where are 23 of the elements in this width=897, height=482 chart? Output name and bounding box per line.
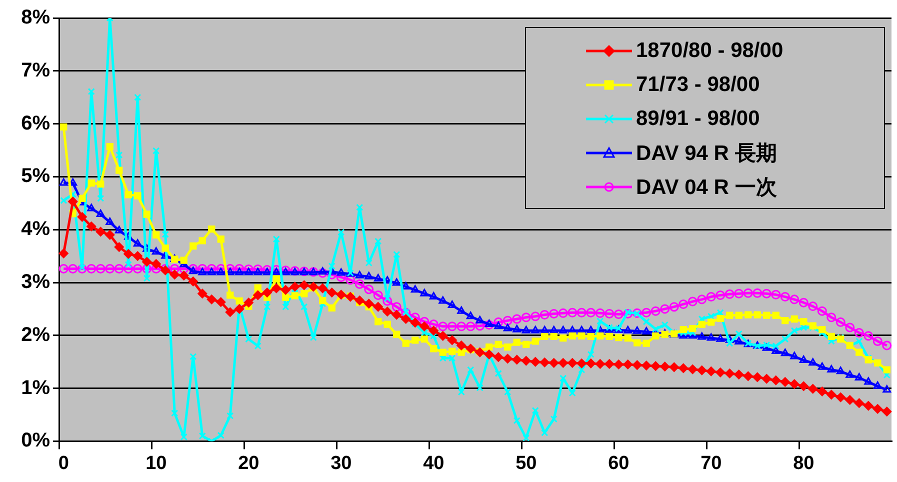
- y-tick-label: 7%: [21, 59, 50, 82]
- y-tick-label: 3%: [21, 271, 50, 294]
- y-tick-label: 0%: [21, 430, 50, 452]
- y-tick-label: 8%: [21, 6, 50, 29]
- legend-label: 71/73 - 98/00: [636, 73, 760, 97]
- x-tick-label: 30: [330, 452, 352, 474]
- y-tick-label: 6%: [21, 112, 50, 134]
- y-tick-label: 2%: [21, 324, 50, 346]
- x-tick-label: 10: [146, 452, 167, 474]
- legend-label: 1870/80 - 98/00: [636, 39, 784, 63]
- y-tick-label: 1%: [21, 376, 50, 399]
- legend-label: DAV 04 R 一次: [636, 175, 777, 201]
- x-tick-label: 40: [423, 452, 444, 474]
- y-tick-label: 5%: [21, 165, 50, 188]
- x-tick-label: 70: [700, 452, 722, 474]
- x-tick-label: 60: [608, 452, 630, 474]
- y-tick-label: 4%: [21, 218, 50, 240]
- legend-label: DAV 94 R 長期: [636, 141, 777, 167]
- x-tick-label: 50: [516, 452, 537, 474]
- x-tick-label: 20: [238, 452, 260, 474]
- x-tick-label: 80: [793, 452, 814, 474]
- x-tick-label: 0: [58, 452, 69, 474]
- legend-label: 89/91 - 98/00: [636, 107, 760, 131]
